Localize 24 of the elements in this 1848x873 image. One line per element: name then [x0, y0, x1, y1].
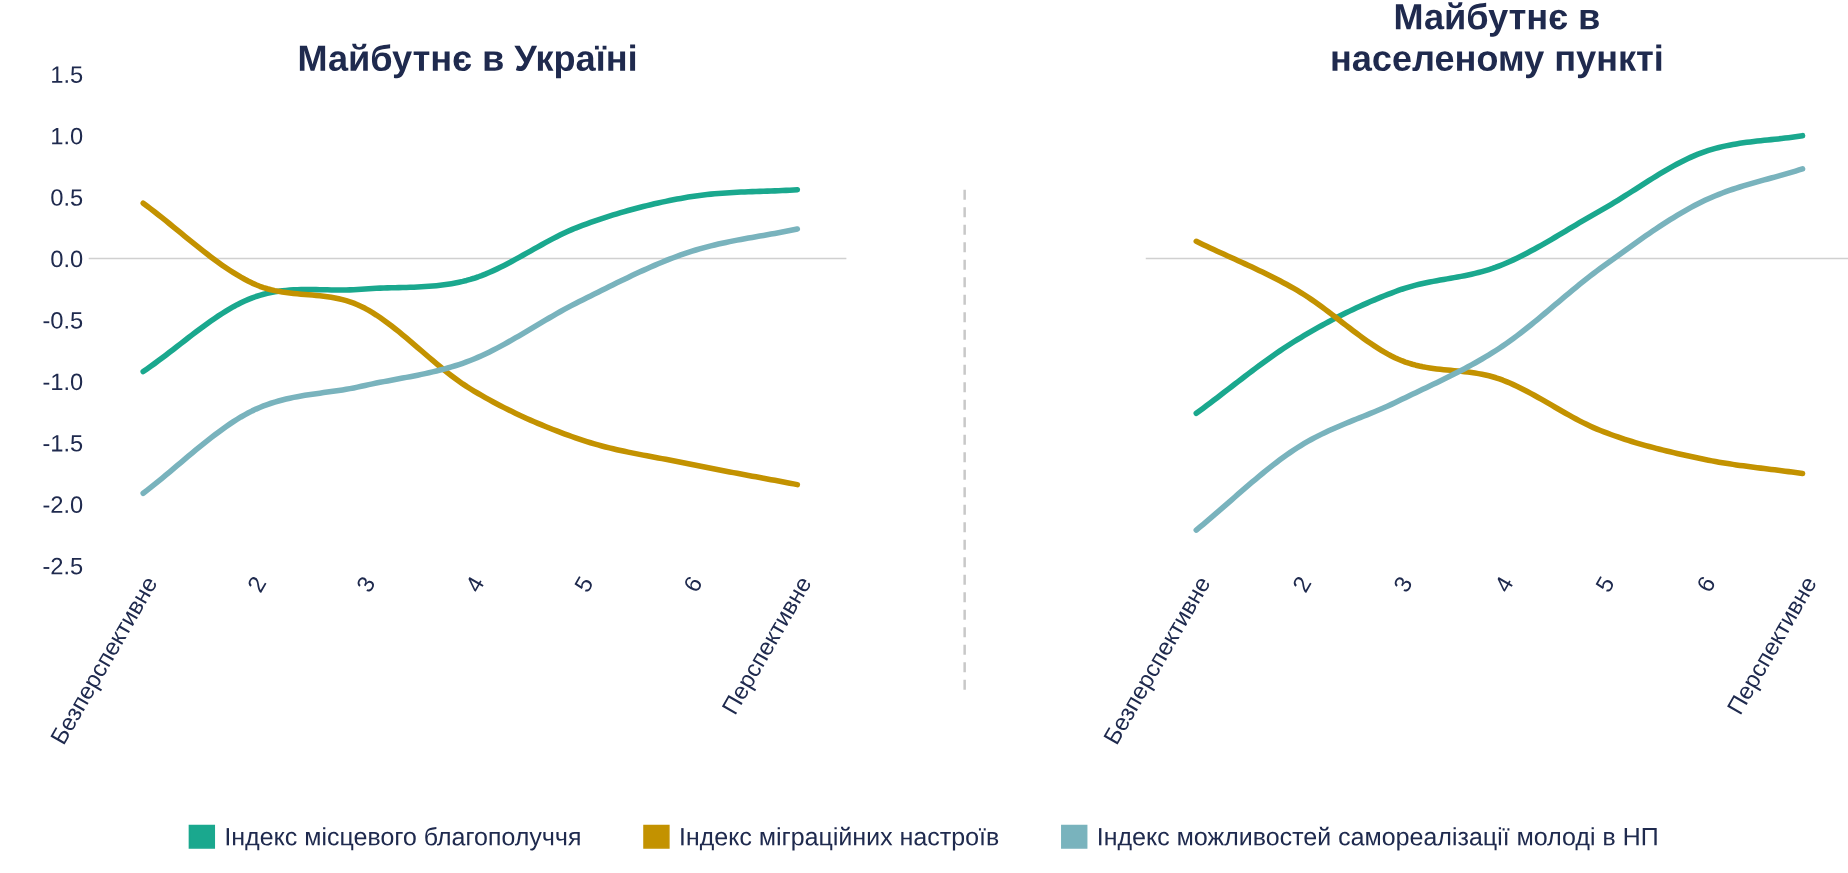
- x-tick-label: 6: [682, 575, 703, 594]
- legend-label: Індекс міграційних настроїв: [681, 826, 999, 851]
- x-tick-label: 4: [464, 575, 485, 594]
- y-tick-label: -0.5: [43, 312, 83, 329]
- x-tick-label: 5: [573, 575, 594, 594]
- x-tick-label: 2: [246, 575, 267, 593]
- y-tick-label: 1.5: [52, 66, 83, 83]
- x-tick-label: 4: [1493, 575, 1514, 594]
- x-tick-label: 3: [1392, 575, 1413, 594]
- x-tick-label: 3: [355, 575, 376, 594]
- legend-label: Індекс можливостей самореалізації молоді в НП: [1099, 826, 1657, 851]
- x-tick-label: 5: [1595, 575, 1615, 594]
- y-tick-label: 1.0: [52, 127, 83, 145]
- y-tick-label: -2.5: [43, 557, 83, 575]
- y-tick-label: -1.0: [43, 373, 83, 391]
- chart-title: Майбутнє в Україні: [299, 43, 636, 79]
- y-tick-label: 0.5: [51, 189, 83, 206]
- x-tick-label: 6: [1696, 575, 1716, 594]
- y-tick-label: -2.0: [43, 496, 83, 514]
- y-tick-label: -1.5: [43, 435, 83, 452]
- legend-label: Індекс місцевого благополуччя: [226, 826, 580, 851]
- x-tick-label: 2: [1291, 575, 1312, 593]
- y-tick-label: 0.0: [51, 250, 83, 268]
- chart-title: Майбутнє в населеному пункті: [1332, 2, 1662, 79]
